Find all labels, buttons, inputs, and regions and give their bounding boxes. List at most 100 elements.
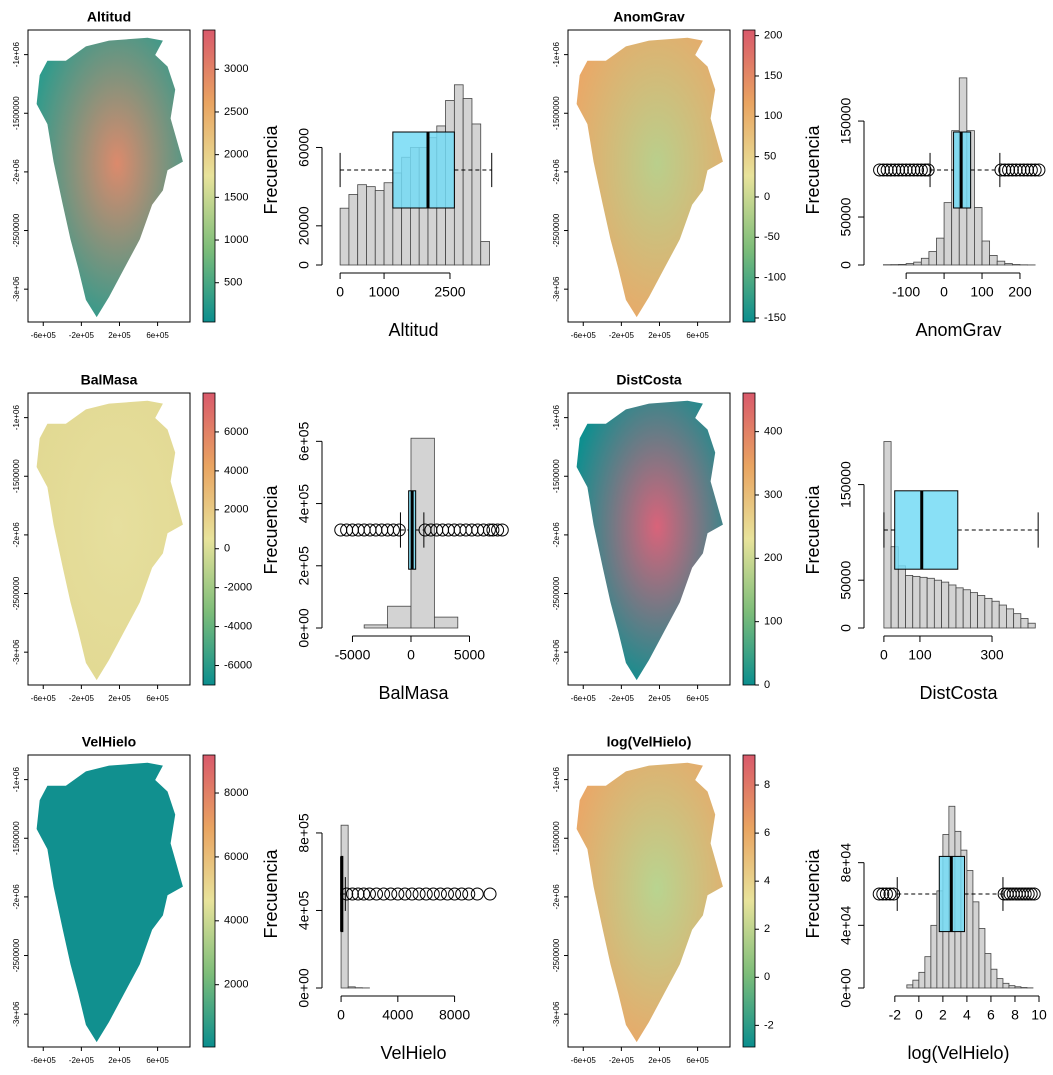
y-tick-label: -2e+06 <box>552 522 561 548</box>
hist-bar <box>348 194 359 266</box>
outlier <box>345 887 359 901</box>
hist-bar <box>943 202 953 266</box>
x-tick-label: 2 <box>939 1007 947 1023</box>
hist-bar <box>471 123 482 266</box>
map-frame <box>27 29 191 323</box>
x-axis-label: DistCosta <box>919 683 998 703</box>
colorbar-tick-label: 4000 <box>224 915 248 927</box>
greenland-raster <box>576 762 723 1043</box>
colorbar-tick-label: 6 <box>764 827 770 839</box>
colorbar <box>202 392 216 686</box>
hist-bar <box>433 616 459 629</box>
map-frame <box>27 392 191 686</box>
y-tick-label: -1500000 <box>552 96 561 130</box>
colorbar-tick-label: 200 <box>764 30 782 42</box>
colorbar-tick-label: 6000 <box>224 426 248 438</box>
hist-bar <box>453 84 464 266</box>
y-tick-label: -2500000 <box>12 938 21 972</box>
y-axis-label: Frecuencia <box>261 124 281 214</box>
hist-bar <box>905 263 915 266</box>
outlier <box>879 887 893 901</box>
map-title: Altitud <box>87 9 131 25</box>
x-tick-label: -2e+05 <box>609 331 635 340</box>
outlier <box>887 887 901 901</box>
hist-bar <box>941 581 950 629</box>
colorbar-tick-label: 2 <box>764 923 770 935</box>
outlier <box>398 887 412 901</box>
outlier <box>1005 163 1019 177</box>
y-tick-label: -3e+06 <box>552 1001 561 1027</box>
colorbar <box>742 392 756 686</box>
y-tick-label: 0e+00 <box>296 608 312 648</box>
outlier <box>1017 163 1031 177</box>
y-tick-label: -3e+06 <box>12 639 21 665</box>
outlier <box>1024 163 1038 177</box>
hist-bar <box>1020 618 1029 629</box>
x-tick-label: 6e+05 <box>686 694 709 703</box>
x-tick-label: -100 <box>892 284 920 300</box>
colorbar-tick-label: 0 <box>224 543 230 555</box>
colorbar-tick-label: -50 <box>764 231 780 243</box>
colorbar <box>202 754 216 1048</box>
outlier <box>384 887 398 901</box>
y-tick-label: 4e+05 <box>296 484 312 524</box>
y-tick-label: 50000 <box>838 197 854 236</box>
hist-bar <box>972 901 980 989</box>
outlier <box>1027 887 1041 901</box>
y-tick-label: 4e+04 <box>838 905 854 945</box>
colorbar-tick-label: 500 <box>224 277 242 289</box>
outlier <box>1021 163 1035 177</box>
colorbar-tick-label: 4 <box>764 875 770 887</box>
hist-bar <box>339 207 350 266</box>
outlier <box>880 163 894 177</box>
colorbar-tick-label: 2000 <box>224 979 248 991</box>
outlier <box>433 887 447 901</box>
map-title: AnomGrav <box>613 9 685 25</box>
outlier <box>873 163 887 177</box>
y-tick-label: 150000 <box>838 461 854 508</box>
outlier <box>351 887 365 901</box>
x-tick-label: -2e+05 <box>69 331 95 340</box>
hist-bar <box>930 924 938 989</box>
greenland-raster <box>36 400 183 681</box>
y-tick-label: -1e+06 <box>552 767 561 793</box>
hist-bar <box>936 237 945 266</box>
outlier <box>391 887 405 901</box>
x-tick-label: 2e+05 <box>108 331 131 340</box>
hist-bar <box>977 595 986 629</box>
x-tick-label: -6e+05 <box>571 694 597 703</box>
x-tick-label: -6e+05 <box>31 694 57 703</box>
outlier <box>876 887 890 901</box>
hist-bar <box>1013 613 1022 629</box>
colorbar-tick-label: 100 <box>764 616 782 628</box>
y-tick-label: -3e+06 <box>552 276 561 302</box>
colorbar-tick-label: -6000 <box>224 659 252 671</box>
outlier <box>872 887 886 901</box>
colorbar <box>742 754 756 1048</box>
outlier <box>491 523 505 537</box>
y-tick-label: -2e+06 <box>12 884 21 910</box>
x-tick-label: 2e+05 <box>108 1056 131 1065</box>
hist-bar <box>984 597 993 629</box>
y-axis-label: Frecuencia <box>261 848 281 938</box>
hist-bar <box>924 956 932 989</box>
x-tick-label: 10 <box>1031 1007 1047 1023</box>
x-axis-label: VelHielo <box>380 1043 446 1063</box>
map-title: BalMasa <box>81 372 138 388</box>
outlier <box>895 163 909 177</box>
hist-bar <box>1002 982 1010 989</box>
hist-bar <box>990 968 998 989</box>
hist-bar <box>928 251 937 266</box>
x-tick-label: 2500 <box>434 284 465 300</box>
y-tick-label: 20000 <box>296 206 312 245</box>
box <box>392 131 455 209</box>
hist-bar <box>1004 263 1013 266</box>
y-tick-label: -3e+06 <box>12 1001 21 1027</box>
y-tick-label: -1e+06 <box>552 405 561 431</box>
colorbar-tick-label: 1000 <box>224 234 248 246</box>
hist-bar <box>357 184 367 266</box>
greenland-raster <box>576 37 723 318</box>
outlier <box>892 163 906 177</box>
outlier <box>377 887 391 901</box>
